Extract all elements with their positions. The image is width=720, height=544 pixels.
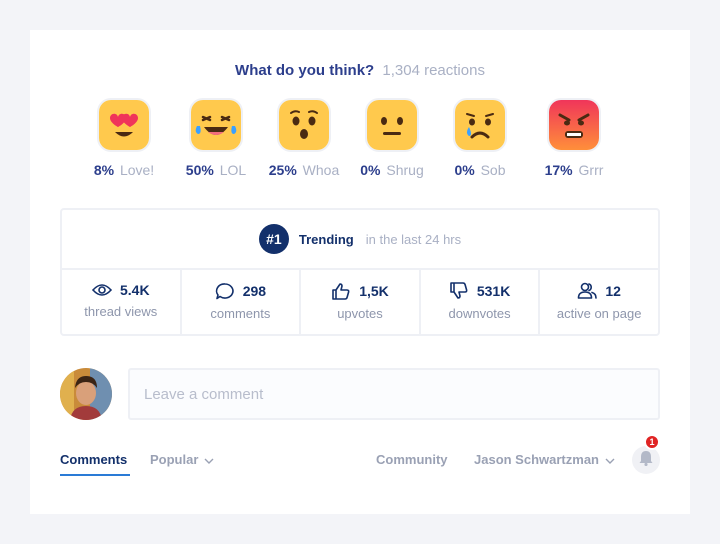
comment-bubble-icon xyxy=(215,282,235,300)
metric-thread-views: 5.4K thread views xyxy=(62,270,182,334)
metric-caption: active on page xyxy=(556,306,642,321)
avatar[interactable] xyxy=(60,368,112,420)
reaction-lol[interactable]: 50% LOL xyxy=(166,98,266,178)
reactions-card: What do you think? 1,304 reactions 8% Lo… xyxy=(30,30,690,514)
user-menu[interactable]: Jason Schwartzman xyxy=(474,452,615,467)
tab-popular-label: Popular xyxy=(150,452,199,467)
active-tab-underline xyxy=(60,474,130,476)
metric-active-on-page: 12 active on page xyxy=(540,270,658,334)
reaction-sob[interactable]: 0% Sob xyxy=(430,98,530,178)
heart-eyes-emoji-icon xyxy=(97,98,151,152)
bell-icon xyxy=(639,450,653,471)
reaction-count: 1,304 reactions xyxy=(382,62,485,79)
metric-value: 531K xyxy=(476,283,511,299)
trending-label: Trending xyxy=(298,231,354,247)
reaction-grrr-label: Grrr xyxy=(578,162,604,178)
metrics-row: 5.4K thread views 298 comments xyxy=(62,270,658,334)
reaction-sob-percent: 0% xyxy=(454,162,475,178)
reaction-shrug[interactable]: 0% Shrug xyxy=(342,98,442,178)
tab-popular[interactable]: Popular xyxy=(150,452,214,467)
thread-stats: #1 Trending in the last 24 hrs 5.4K thre… xyxy=(60,208,660,336)
user-name: Jason Schwartzman xyxy=(474,452,599,467)
reaction-whoa[interactable]: 25% Whoa xyxy=(254,98,354,178)
comment-input[interactable] xyxy=(128,368,660,420)
reaction-love-label: Love! xyxy=(119,162,155,178)
tab-community[interactable]: Community xyxy=(376,452,448,467)
question-text: What do you think? xyxy=(235,62,375,79)
trending-row: #1 Trending in the last 24 hrs xyxy=(62,210,658,270)
reaction-whoa-label: Whoa xyxy=(302,162,340,178)
neutral-emoji-icon xyxy=(365,98,419,152)
trending-subtitle: in the last 24 hrs xyxy=(365,231,462,247)
metric-downvotes: 531K downvotes xyxy=(421,270,541,334)
reaction-lol-label: LOL xyxy=(219,162,247,178)
comment-tabs: Comments Popular Community Jason Schwart… xyxy=(60,434,660,480)
users-icon xyxy=(577,282,598,300)
reaction-question: What do you think? 1,304 reactions xyxy=(30,62,690,79)
metric-caption: thread views xyxy=(84,304,158,319)
reaction-grrr-percent: 17% xyxy=(544,162,573,178)
tab-comments[interactable]: Comments xyxy=(60,452,128,467)
laughing-tears-emoji-icon xyxy=(189,98,243,152)
thumbs-down-icon xyxy=(449,282,469,300)
notification-count-badge: 1 xyxy=(644,434,660,450)
trending-rank-badge: #1 xyxy=(258,224,289,254)
notifications-button[interactable]: 1 xyxy=(632,434,660,474)
reaction-shrug-label: Shrug xyxy=(386,162,424,178)
reaction-grrr[interactable]: 17% Grrr xyxy=(524,98,624,178)
metric-value: 12 xyxy=(605,283,621,299)
angry-emoji-icon xyxy=(547,98,601,152)
eye-icon xyxy=(92,282,112,298)
reaction-love[interactable]: 8% Love! xyxy=(74,98,174,178)
thumbs-up-icon xyxy=(331,282,351,300)
metric-comments: 298 comments xyxy=(182,270,302,334)
metric-upvotes: 1,5K upvotes xyxy=(301,270,421,334)
reaction-love-percent: 8% xyxy=(93,162,115,178)
metric-value: 298 xyxy=(242,283,267,299)
crying-emoji-icon xyxy=(453,98,507,152)
chevron-down-icon xyxy=(605,452,615,467)
metric-value: 5.4K xyxy=(120,282,150,298)
metric-caption: downvotes xyxy=(448,306,511,321)
reaction-lol-percent: 50% xyxy=(185,162,214,178)
metric-value: 1,5K xyxy=(359,283,389,299)
reaction-shrug-percent: 0% xyxy=(360,162,381,178)
metric-caption: upvotes xyxy=(337,306,383,321)
chevron-down-icon xyxy=(204,452,214,467)
reaction-sob-label: Sob xyxy=(480,162,506,178)
surprised-emoji-icon xyxy=(277,98,331,152)
reaction-whoa-percent: 25% xyxy=(268,162,297,178)
metric-caption: comments xyxy=(210,306,271,321)
